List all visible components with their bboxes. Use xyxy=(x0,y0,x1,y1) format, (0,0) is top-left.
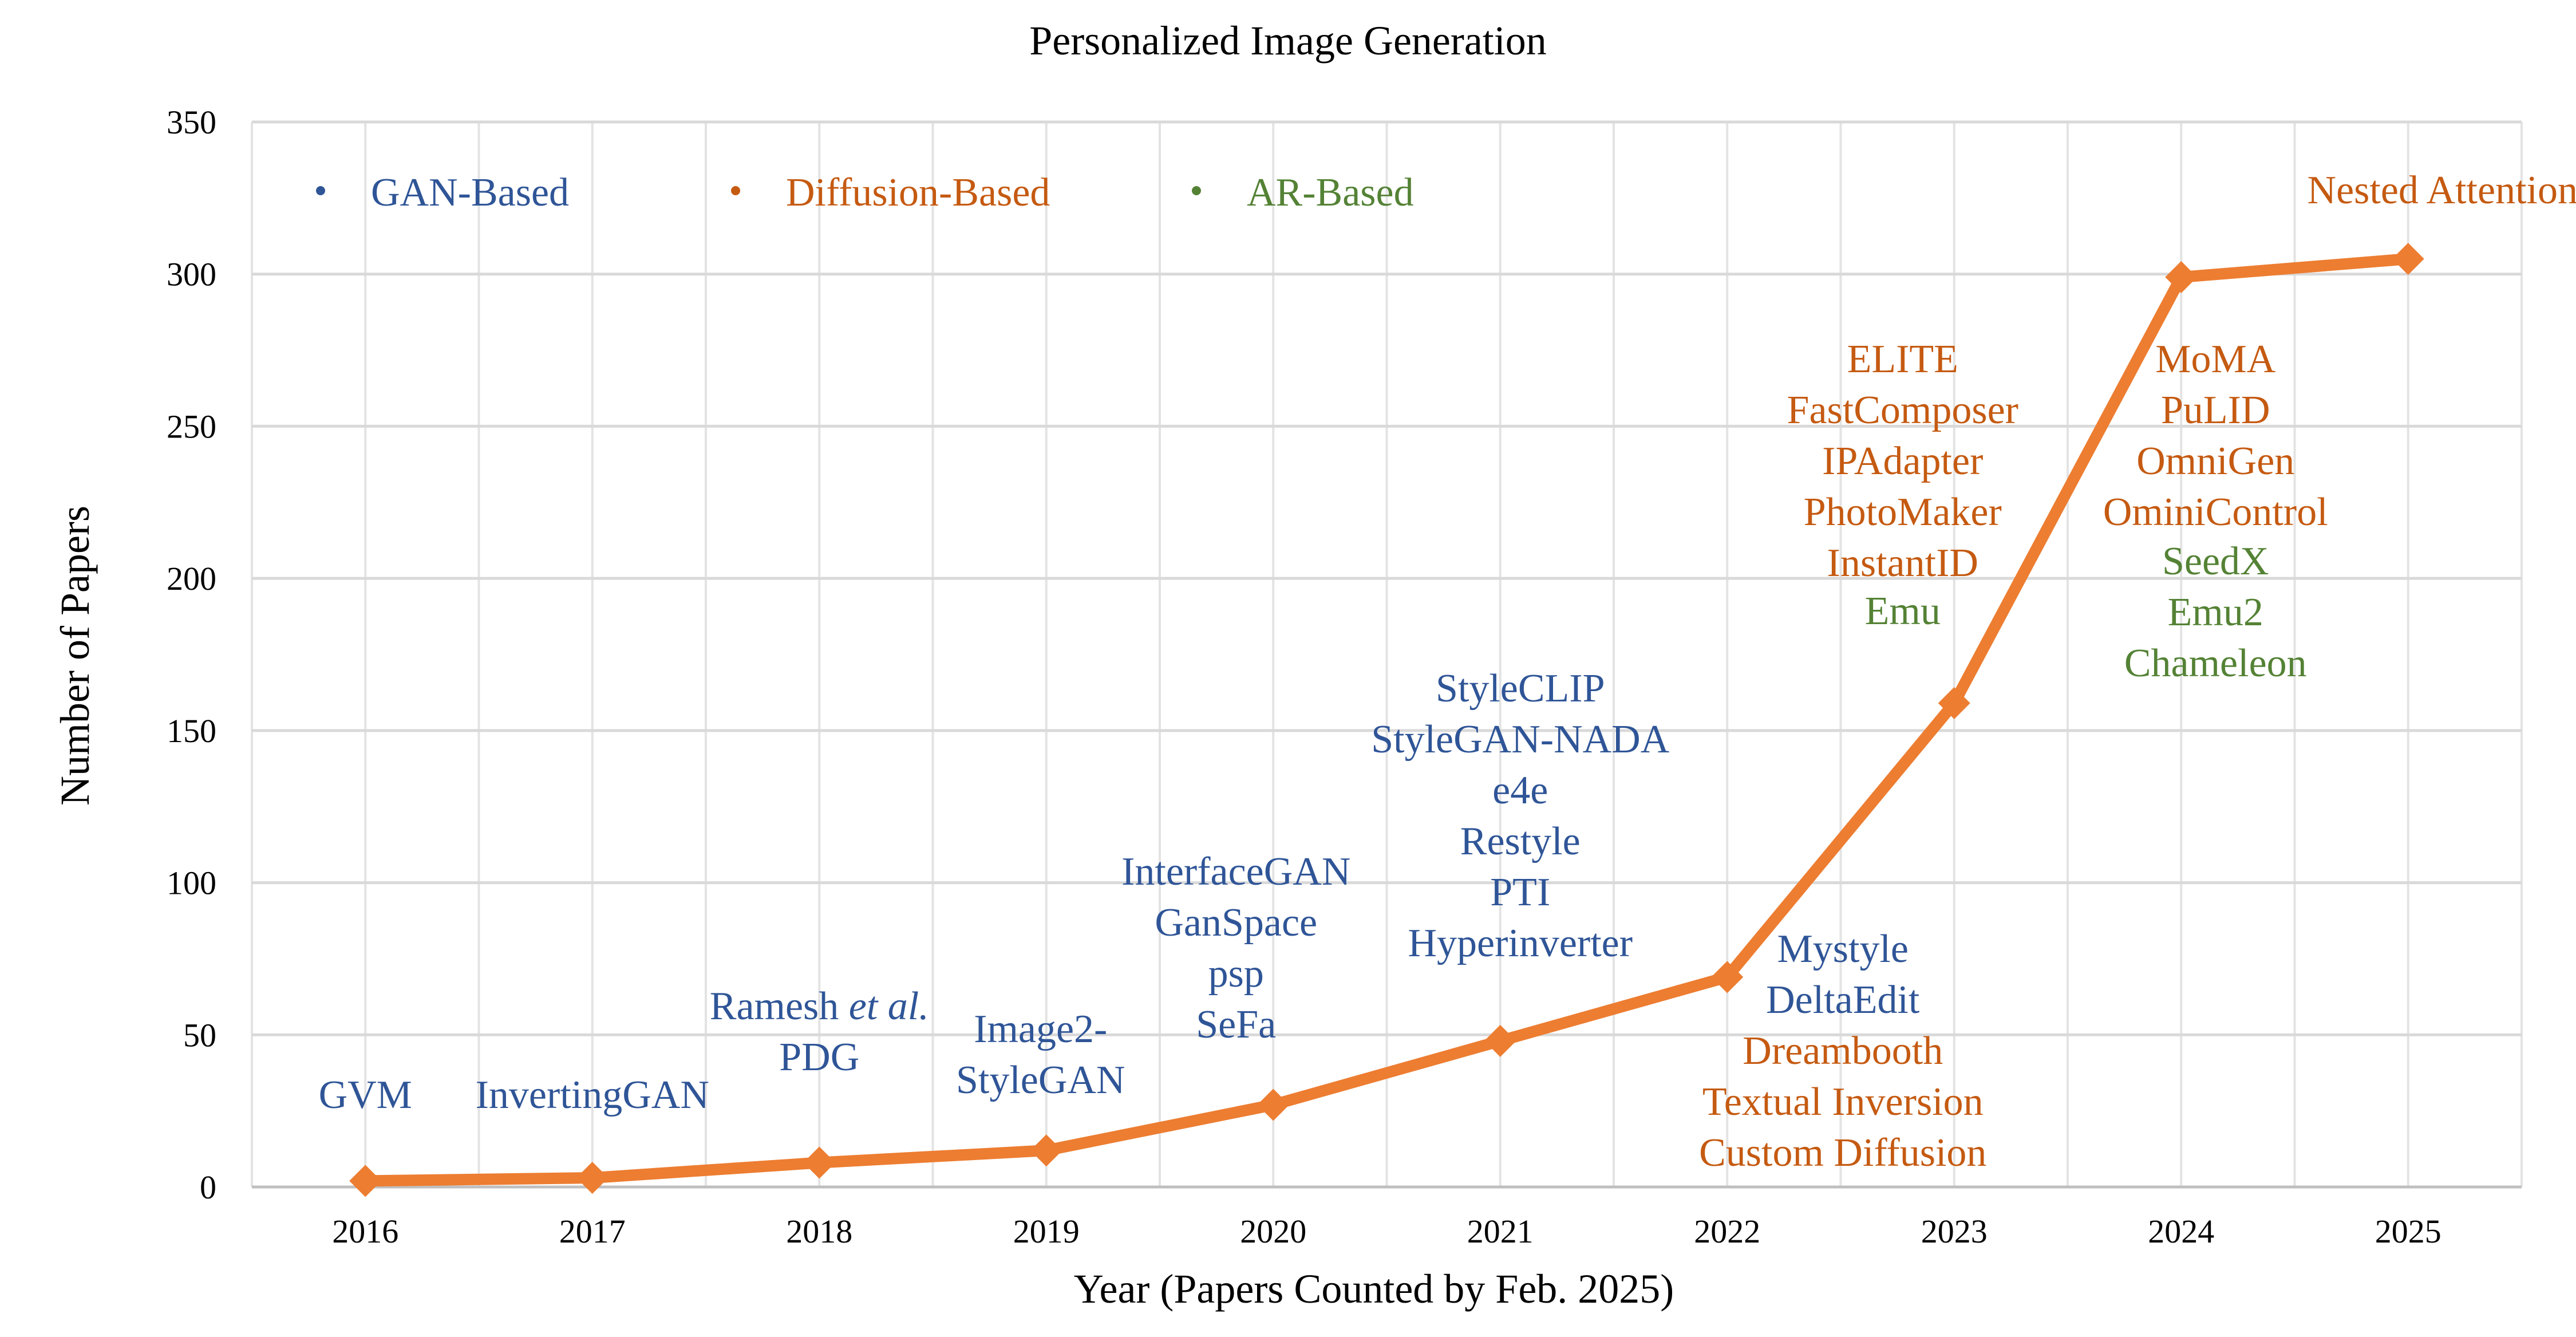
annotation-label: SeFa xyxy=(1196,1003,1276,1047)
annotation-label: OmniGen xyxy=(2136,439,2294,483)
annotation-label: StyleGAN-NADA xyxy=(1371,717,1670,762)
annotations: GVM InvertingGAN Ramesh et al. PDG Image2- St… xyxy=(319,168,2576,1175)
annotation-label: Dreambooth xyxy=(1743,1029,1943,1073)
annotation-label: GanSpace xyxy=(1155,901,1317,945)
annotation-label: SeedX xyxy=(2162,539,2269,583)
annotation-group: Ramesh et al. PDG xyxy=(710,984,929,1079)
data-point-marker xyxy=(576,1162,609,1194)
annotation-label: IPAdapter xyxy=(1822,439,1983,483)
series-layer xyxy=(349,243,2424,1197)
annotation-label: StyleCLIP xyxy=(1436,666,1605,711)
axes: 0 50 100 150 200 250 300 350 2016 2017 2018 2019 202… xyxy=(167,104,2522,1250)
data-point-marker xyxy=(1030,1134,1062,1167)
chart-title: Personalized Image Generation xyxy=(1029,18,1547,64)
x-axis-title: Year (Papers Counted by Feb. 2025) xyxy=(1074,1266,1674,1312)
y-tick-label: 200 xyxy=(167,560,216,597)
annotation-group: ELITE FastComposer IPAdapter PhotoMaker Inst… xyxy=(1787,337,2018,585)
annotation-label: PuLID xyxy=(2161,388,2270,432)
y-tick-label: 100 xyxy=(167,865,216,902)
annotation-label: Emu xyxy=(1865,589,1941,633)
legend-label: AR-Based xyxy=(1247,171,1414,215)
annotation-group: StyleCLIP StyleGAN-NADA e4e Restyle PTI Hyper… xyxy=(1371,666,1670,965)
data-point-marker xyxy=(1484,1024,1516,1057)
annotation-group: Nested Attention xyxy=(2308,168,2576,212)
x-tick-label: 2024 xyxy=(2148,1213,2214,1250)
annotation-label: InvertingGAN xyxy=(476,1073,709,1117)
x-tick-label: 2016 xyxy=(332,1213,398,1250)
annotation-label: InterfaceGAN xyxy=(1121,850,1350,894)
annotation-group: Dreambooth Textual Inversion Custom Diffus… xyxy=(1699,1029,1986,1175)
annotation-label: Chameleon xyxy=(2124,641,2307,685)
annotation-group: SeedX Emu2 Chameleon xyxy=(2124,539,2307,685)
annotation-label: Emu2 xyxy=(2168,590,2263,634)
annotation-label: DeltaEdit xyxy=(1766,978,1920,1022)
data-point-marker xyxy=(2392,243,2424,275)
annotation-label: Ramesh et al. xyxy=(710,984,929,1028)
annotation-group: Image2- StyleGAN xyxy=(956,1007,1125,1102)
data-point-marker xyxy=(349,1165,382,1197)
x-tick-label: 2019 xyxy=(1013,1213,1080,1250)
legend: GAN-Based Diffusion-Based AR-Based xyxy=(316,171,1414,215)
y-tick-label: 350 xyxy=(167,104,216,141)
annotation-label: Restyle xyxy=(1460,819,1581,863)
annotation-group: InterfaceGAN GanSpace psp SeFa xyxy=(1121,850,1350,1047)
data-point-marker xyxy=(1257,1088,1290,1121)
data-point-marker xyxy=(1711,961,1744,993)
annotation-label: PhotoMaker xyxy=(1804,490,2002,534)
data-point-marker xyxy=(2165,261,2198,294)
y-tick-label: 50 xyxy=(183,1016,216,1054)
legend-marker xyxy=(1192,186,1201,195)
x-tick-label: 2018 xyxy=(786,1213,852,1250)
annotation-label: Nested Attention xyxy=(2308,168,2576,212)
y-tick-label: 250 xyxy=(167,408,216,445)
x-tick-label: 2023 xyxy=(1921,1213,1988,1250)
x-tick-label: 2021 xyxy=(1467,1213,1534,1250)
annotation-group: InvertingGAN xyxy=(476,1073,709,1117)
annotation-label: Mystyle xyxy=(1777,927,1909,971)
annotation-label: Textual Inversion xyxy=(1702,1080,1984,1124)
legend-label: GAN-Based xyxy=(371,171,569,215)
annotation-label: StyleGAN xyxy=(956,1058,1125,1102)
legend-marker xyxy=(731,186,740,195)
annotation-label: OminiControl xyxy=(2103,490,2328,534)
data-point-marker xyxy=(803,1146,836,1179)
y-tick-label: 300 xyxy=(167,256,216,293)
annotation-label: GVM xyxy=(319,1073,412,1117)
annotation-group: Mystyle DeltaEdit xyxy=(1766,927,1920,1022)
annotation-label: Image2- xyxy=(974,1007,1107,1051)
series-line xyxy=(359,253,2414,1187)
x-tick-label: 2022 xyxy=(1694,1213,1760,1250)
annotation-group: MoMA PuLID OmniGen OminiControl xyxy=(2103,337,2328,534)
y-axis-title: Number of Papers xyxy=(52,506,98,806)
data-point-marker xyxy=(1938,687,1970,720)
annotation-label: InstantID xyxy=(1827,541,1978,585)
y-tick-label: 150 xyxy=(167,712,216,750)
annotation-label: PDG xyxy=(779,1035,859,1079)
annotation-label: FastComposer xyxy=(1787,388,2018,432)
legend-label: Diffusion-Based xyxy=(786,171,1050,215)
annotation-label: ELITE xyxy=(1847,337,1958,381)
y-tick-label: 0 xyxy=(200,1169,216,1206)
annotation-group: Emu xyxy=(1865,589,1941,633)
annotation-group: GVM xyxy=(319,1073,412,1117)
x-tick-label: 2020 xyxy=(1240,1213,1306,1250)
annotation-label: e4e xyxy=(1492,768,1548,813)
x-tick-label: 2025 xyxy=(2375,1213,2441,1250)
annotation-label: Hyperinverter xyxy=(1408,921,1633,965)
annotation-label: MoMA xyxy=(2155,337,2275,381)
x-tick-label: 2017 xyxy=(559,1213,626,1250)
annotation-label: PTI xyxy=(1490,870,1550,914)
legend-marker xyxy=(316,186,325,195)
annotation-label: Custom Diffusion xyxy=(1699,1131,1986,1175)
annotation-label: psp xyxy=(1208,952,1264,996)
